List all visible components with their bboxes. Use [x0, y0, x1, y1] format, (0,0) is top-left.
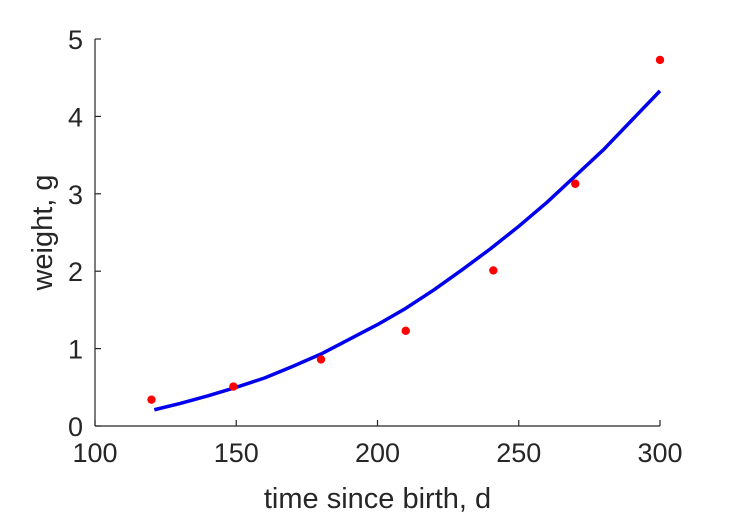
data-point: [571, 179, 580, 188]
data-point: [316, 355, 326, 364]
y-axis-label: weight, g: [27, 174, 59, 291]
x-tick-label: 200: [355, 438, 400, 468]
y-ticks: 0 1 2 3 4 5: [68, 25, 101, 442]
data-point: [401, 326, 410, 335]
x-tick-label: 300: [637, 438, 682, 468]
y-tick-label: 5: [68, 25, 83, 55]
x-tick-label: 100: [72, 438, 117, 468]
fit-curve: [153, 89, 662, 412]
axes: 100 150 200 250 300 0 1 2 3 4 5: [68, 25, 683, 468]
data-point: [655, 55, 665, 65]
y-tick-label: 4: [68, 102, 83, 132]
x-tick-label: 150: [214, 438, 259, 468]
plot-series: [147, 55, 665, 412]
x-ticks: 100 150 200 250 300: [72, 420, 683, 468]
y-tick-label: 2: [68, 257, 83, 287]
data-point: [489, 266, 498, 275]
x-tick-label: 250: [496, 438, 541, 468]
x-axis-label: time since birth, d: [264, 483, 491, 515]
y-tick-label: 0: [68, 412, 83, 442]
data-point: [229, 382, 238, 391]
y-tick-label: 3: [68, 180, 83, 210]
data-point: [147, 395, 156, 404]
y-tick-label: 1: [68, 335, 83, 365]
